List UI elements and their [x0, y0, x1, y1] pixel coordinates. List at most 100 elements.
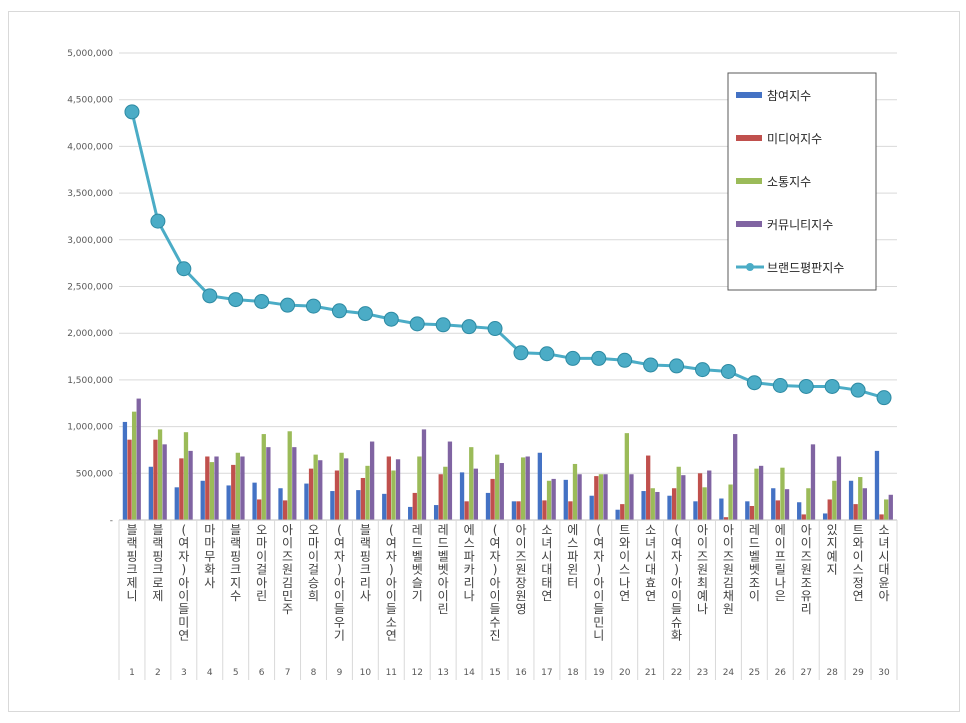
line-point — [202, 288, 218, 304]
x-rank-label: 15 — [489, 668, 500, 678]
bar-3 — [832, 480, 837, 520]
bar-4 — [136, 398, 141, 520]
bar-3 — [728, 484, 733, 520]
bar-2 — [127, 439, 132, 520]
bar-4 — [525, 456, 530, 520]
line-point — [280, 297, 296, 313]
bar-1 — [771, 488, 776, 520]
bar-4 — [369, 441, 375, 520]
bar-1 — [122, 421, 128, 520]
y-tick-label: - — [110, 516, 113, 526]
bar-1 — [719, 498, 724, 520]
line-point — [539, 346, 555, 362]
bar-4 — [344, 458, 349, 520]
bar-1 — [693, 501, 698, 520]
line-point — [461, 319, 477, 335]
line-point — [643, 357, 659, 373]
bar-2 — [308, 468, 314, 520]
bar-3 — [183, 432, 189, 520]
bars — [122, 398, 893, 520]
bar-2 — [568, 501, 573, 520]
bar-1 — [537, 452, 542, 520]
line-point — [850, 382, 866, 398]
bar-3 — [417, 456, 422, 520]
x-category-label: (여 자) 아 이 들 소 연 — [386, 523, 397, 643]
bar-1 — [848, 480, 854, 520]
bar-2 — [153, 439, 158, 520]
line-point — [435, 317, 451, 333]
bar-4 — [577, 474, 582, 520]
x-rank-label: 10 — [360, 668, 372, 678]
bar-2 — [490, 478, 495, 520]
bar-2 — [282, 500, 288, 520]
x-rank-label: 22 — [671, 668, 682, 678]
bar-3 — [676, 466, 681, 520]
bar-2 — [671, 488, 677, 520]
x-rank-label: 6 — [259, 668, 265, 678]
bar-4 — [292, 447, 297, 520]
x-rank-label: 24 — [723, 668, 735, 678]
bar-3 — [339, 452, 344, 520]
legend-swatch — [736, 92, 762, 98]
line-point — [409, 316, 425, 332]
bar-3 — [391, 470, 396, 520]
bar-4 — [888, 494, 893, 520]
y-tick-label: 2,500,000 — [67, 283, 113, 293]
x-rank-label: 30 — [878, 668, 890, 678]
bar-3 — [495, 454, 500, 520]
bar-2 — [853, 504, 858, 520]
legend-swatch — [736, 221, 762, 227]
line-point — [124, 104, 140, 120]
bar-4 — [603, 474, 608, 520]
bar-2 — [516, 501, 521, 520]
line-point — [746, 375, 762, 391]
bar-4 — [810, 444, 816, 520]
line-point — [176, 261, 192, 277]
bar-1 — [511, 501, 517, 520]
bar-3 — [624, 433, 629, 520]
legend-label: 소통지수 — [767, 175, 811, 189]
x-category-label: (여 자) 아 이 들 우 기 — [334, 523, 345, 643]
line-point — [695, 362, 710, 378]
line-point — [228, 292, 244, 308]
bar-2 — [827, 499, 832, 520]
line-point — [876, 390, 892, 406]
y-tick-label: 3,500,000 — [67, 189, 113, 199]
y-axis: - 500,000 1,000,000 1,500,000 2,000,000 2,500… — [67, 49, 113, 526]
bar-2 — [594, 476, 599, 520]
line-point — [487, 321, 503, 337]
bar-2 — [231, 464, 236, 520]
bar-3 — [702, 487, 707, 520]
bar-4 — [707, 470, 712, 520]
bar-4 — [240, 456, 245, 520]
bar-4 — [758, 465, 764, 520]
bar-2 — [646, 455, 651, 520]
bar-2 — [360, 477, 366, 520]
bar-3 — [780, 467, 785, 520]
bar-4 — [266, 447, 271, 520]
bar-1 — [278, 488, 283, 520]
bar-4 — [784, 489, 790, 520]
bar-3 — [261, 434, 266, 520]
legend-swatch — [736, 135, 762, 141]
bar-1 — [433, 505, 439, 520]
y-tick-label: 1,000,000 — [67, 423, 113, 433]
legend-swatch — [736, 178, 762, 184]
bar-3 — [546, 480, 552, 520]
bar-2 — [464, 501, 469, 520]
bar-1 — [485, 492, 491, 520]
bar-3 — [650, 488, 655, 520]
legend-label: 커뮤니티지수 — [767, 218, 833, 232]
line-point — [357, 306, 373, 322]
